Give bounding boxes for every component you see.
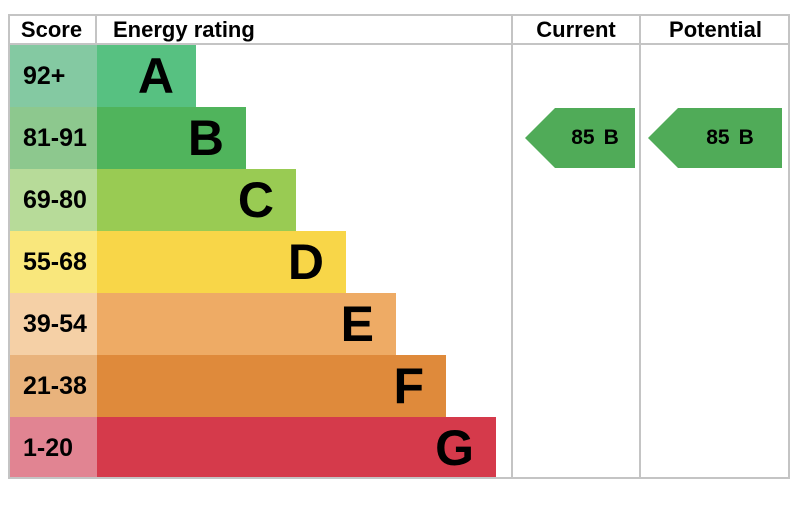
band-letter: C	[237, 172, 274, 228]
current-rating-label: 85 B	[525, 108, 635, 168]
header-potential: Potential	[669, 16, 762, 42]
band-bar: G	[97, 417, 496, 479]
potential-rating-label: 85 B	[648, 108, 782, 168]
potential-rating-arrow: 85 B	[648, 108, 782, 168]
left-arrow-icon	[648, 108, 782, 168]
current-band-letter: B	[603, 126, 619, 149]
score-range: 69-80	[10, 169, 97, 231]
score-range: 92+	[10, 45, 97, 107]
score-range: 55-68	[10, 231, 97, 293]
score-range: 21-38	[10, 355, 97, 417]
score-range: 81-91	[10, 107, 97, 169]
band-bar: F	[97, 355, 446, 417]
band-rows: 92+ A 81-91 B 69-80 C 55-68 D 39-54 E 21-38 F 1-20 G	[10, 45, 496, 479]
band-row-f: 21-38 F	[10, 355, 496, 417]
header-current: Current	[536, 16, 616, 42]
band-row-d: 55-68 D	[10, 231, 496, 293]
band-letter: D	[287, 234, 324, 290]
band-row-a: 92+ A	[10, 45, 496, 107]
potential-column-divider	[639, 14, 641, 479]
current-score-value: 85	[571, 126, 595, 149]
band-row-e: 39-54 E	[10, 293, 496, 355]
score-column-divider	[95, 14, 97, 45]
header-underline	[8, 43, 790, 45]
score-range: 1-20	[10, 417, 97, 479]
band-letter: G	[435, 420, 474, 476]
current-column-divider	[511, 14, 513, 479]
band-bar: D	[97, 231, 346, 293]
band-letter: B	[187, 110, 224, 166]
band-bar: E	[97, 293, 396, 355]
band-row-g: 1-20 G	[10, 417, 496, 479]
band-row-b: 81-91 B	[10, 107, 496, 169]
band-bar: A	[97, 45, 196, 107]
potential-score-value: 85	[706, 126, 730, 149]
header-score: Score	[20, 16, 83, 42]
band-letter: A	[137, 48, 174, 104]
header-energy-rating: Energy rating	[113, 16, 255, 42]
band-row-c: 69-80 C	[10, 169, 496, 231]
band-letter: F	[393, 358, 424, 414]
band-letter: E	[340, 296, 374, 352]
score-range: 39-54	[10, 293, 97, 355]
current-rating-arrow: 85 B	[525, 108, 635, 168]
band-bar: B	[97, 107, 246, 169]
potential-band-letter: B	[738, 126, 754, 149]
band-bar: C	[97, 169, 296, 231]
